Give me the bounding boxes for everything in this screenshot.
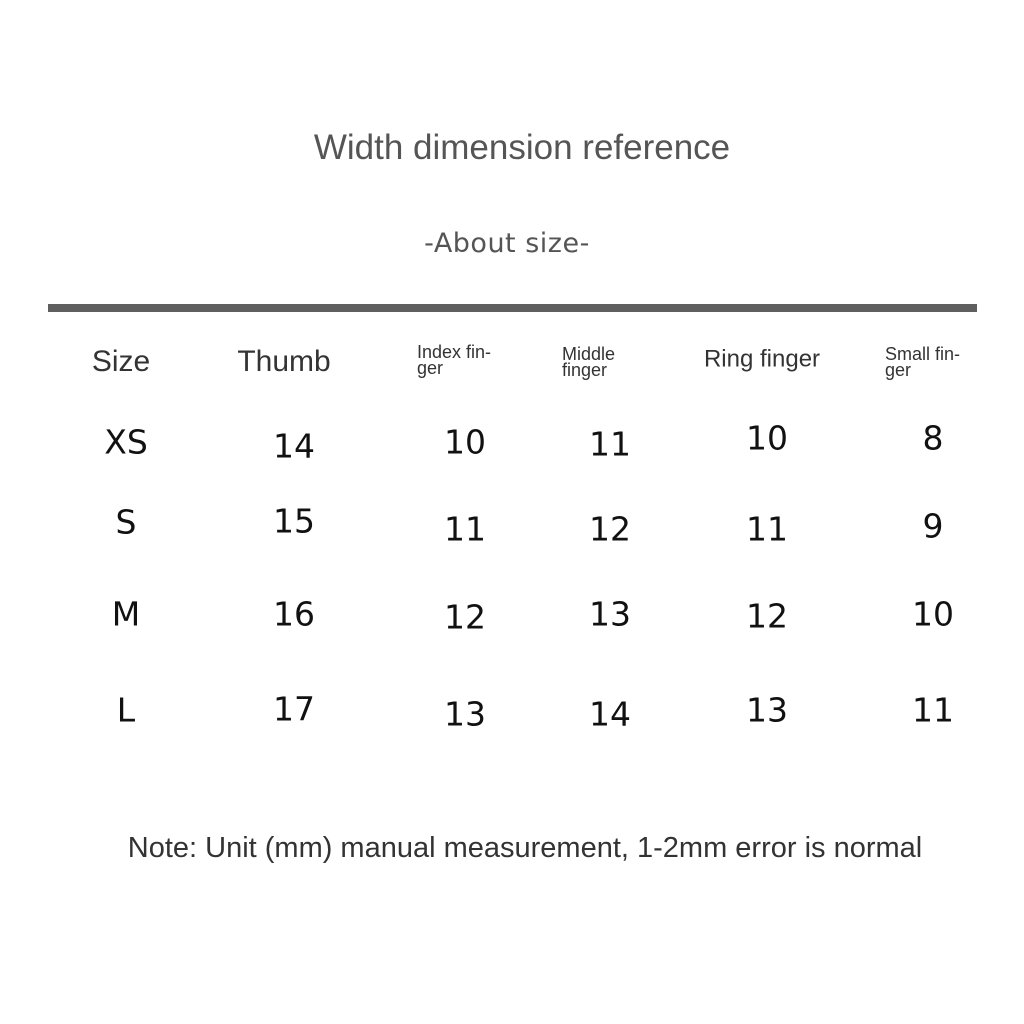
table-cell: 10 xyxy=(912,594,954,634)
table-cell: 12 xyxy=(589,509,631,549)
table-cell: 16 xyxy=(273,594,315,634)
measurement-note: Note: Unit (mm) manual measurement, 1-2m… xyxy=(127,832,923,864)
header-index-finger: Index fin- ger xyxy=(417,342,492,378)
table-cell: 14 xyxy=(589,694,631,734)
divider xyxy=(48,304,977,312)
table-cell: 12 xyxy=(746,596,788,636)
table-cell: 10 xyxy=(444,422,486,462)
page-title: Width dimension reference xyxy=(313,128,731,167)
table-cell: 15 xyxy=(273,501,315,541)
table-cell: 9 xyxy=(922,506,944,546)
table-cell: 13 xyxy=(746,690,788,730)
table-cell: 8 xyxy=(922,418,944,458)
table-cell: 11 xyxy=(589,424,631,464)
table-cell: 17 xyxy=(273,689,315,729)
table-cell: 13 xyxy=(444,694,486,734)
table-cell: 10 xyxy=(746,418,788,458)
table-cell: 11 xyxy=(912,690,954,730)
size-label: S xyxy=(115,502,137,542)
size-label: L xyxy=(116,690,136,730)
size-label: XS xyxy=(104,422,148,462)
header-size: Size xyxy=(91,344,151,378)
table-cell: 14 xyxy=(273,426,315,466)
table-cell: 12 xyxy=(444,597,486,637)
header-small-finger: Small fin- ger xyxy=(885,344,961,380)
header-thumb: Thumb xyxy=(237,344,331,378)
subtitle: -About size- xyxy=(424,228,590,259)
header-middle-finger: Middle finger xyxy=(562,344,616,380)
table-cell: 13 xyxy=(589,594,631,634)
table-cell: 11 xyxy=(746,509,788,549)
table-cell: 11 xyxy=(444,509,486,549)
size-label: M xyxy=(111,594,141,634)
header-ring-finger: Ring finger xyxy=(703,345,821,373)
